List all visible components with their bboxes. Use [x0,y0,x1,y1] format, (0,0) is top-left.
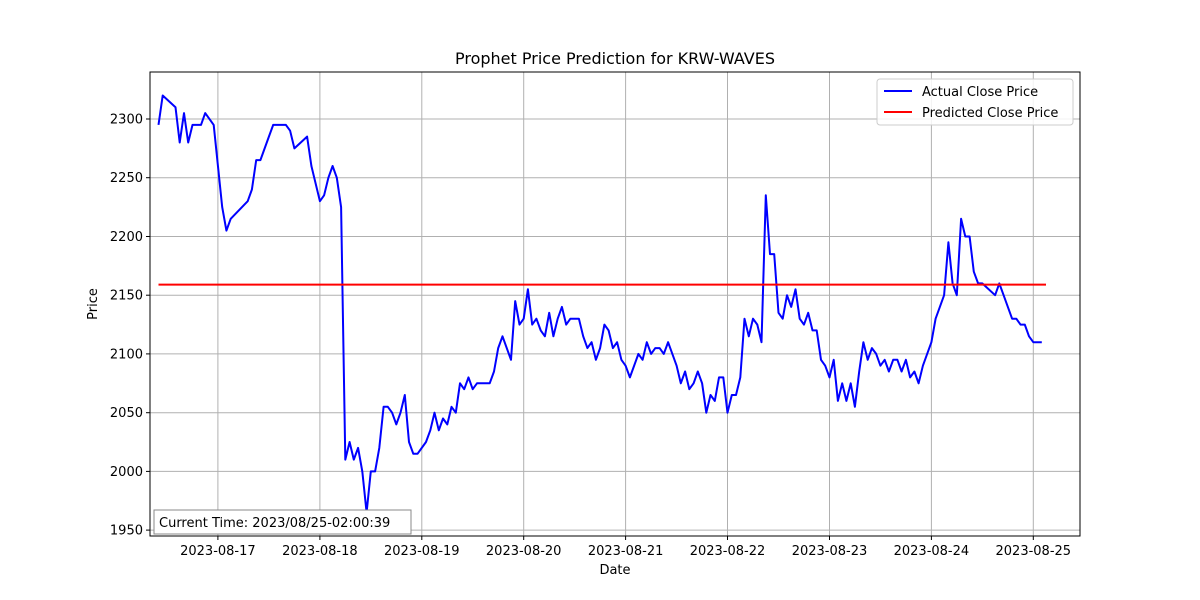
y-tick-label: 2000 [110,465,143,480]
x-tick-label: 2023-08-25 [996,544,1072,559]
x-tick-label: 2023-08-18 [282,544,358,559]
x-tick-label: 2023-08-23 [792,544,868,559]
chart-title: Prophet Price Prediction for KRW-WAVES [455,49,775,68]
x-tick-label: 2023-08-21 [588,544,664,559]
y-tick-label: 2200 [110,230,143,245]
legend-label-predicted: Predicted Close Price [922,106,1058,121]
y-tick-label: 2300 [110,113,143,128]
plot-area-frame [149,71,1081,537]
x-axis: 2023-08-17 2023-08-18 2023-08-19 2023-08-20… [180,536,1071,559]
x-tick-label: 2023-08-20 [486,544,562,559]
annotation-text: Current Time: 2023/08/25-02:00:39 [159,516,390,531]
legend: Actual Close Price Predicted Close Price [876,78,1074,126]
y-tick-label: 2250 [110,171,143,186]
x-tick-label: 2023-08-17 [180,544,256,559]
x-tick-label: 2023-08-19 [384,544,460,559]
legend-box [876,78,1074,126]
y-tick-label: 2100 [110,347,143,362]
current-time-annotation: Current Time: 2023/08/25-02:00:39 [153,509,412,535]
y-axis: 1950 2000 2050 2100 2150 2200 2250 2300 [110,113,150,539]
x-tick-label: 2023-08-22 [690,544,766,559]
y-axis-title: Price [86,288,101,320]
grid [150,72,1080,536]
actual-close-price-line [157,94,1042,514]
legend-label-actual: Actual Close Price [922,85,1038,100]
series-layer [157,94,1046,514]
y-tick-label: 2050 [110,406,143,421]
y-tick-label: 2150 [110,289,143,304]
y-tick-label: 1950 [110,524,143,539]
x-tick-label: 2023-08-24 [894,544,970,559]
x-axis-title: Date [599,563,630,578]
annotation-box [153,509,412,535]
